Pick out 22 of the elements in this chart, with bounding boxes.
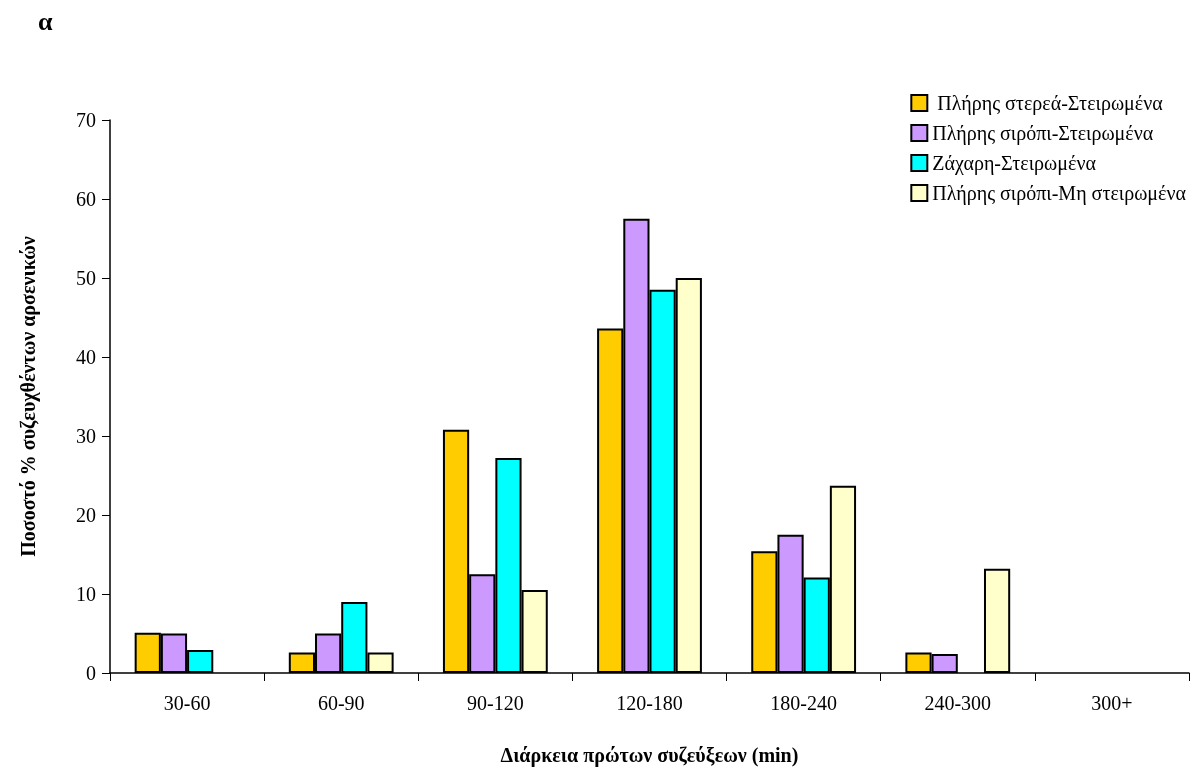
text: α <box>38 6 53 36</box>
x-tick-label: 120-180 <box>616 692 683 714</box>
x-tick-label: 60-90 <box>317 692 365 714</box>
y-axis-title: Ποσοστό % συζευχθέντων αρσενικών <box>17 236 40 557</box>
x-axis-title: Διάρκεια πρώτων συζεύξεων (min) <box>500 744 799 767</box>
y-tick-label: 60 <box>76 188 96 210</box>
x-tick-label: 30-60 <box>163 692 211 714</box>
x-tick-label: 180-240 <box>770 692 837 714</box>
y-tick-label: 0 <box>86 662 96 684</box>
y-tick-label: 70 <box>76 109 96 131</box>
y-tick-label: 20 <box>76 504 96 526</box>
y-tick-label: 10 <box>76 583 96 605</box>
x-tick-label: 90-120 <box>467 692 524 714</box>
legend-label: Πλήρης σιρόπι-Μη στειρωμένα <box>932 182 1187 205</box>
x-tick-label: 300+ <box>1091 692 1133 714</box>
legend-label: Ζάχαρη-Στειρωμένα <box>932 152 1097 175</box>
y-tick-label: 50 <box>76 267 96 289</box>
legend-label: Πλήρης σιρόπι-Στειρωμένα <box>932 122 1154 145</box>
legend-label: Πλήρης στερεά-Στειρωμένα <box>932 92 1164 115</box>
x-tick-label: 240-300 <box>924 692 992 714</box>
y-tick-label: 30 <box>76 425 96 447</box>
y-tick-label: 40 <box>76 346 96 368</box>
